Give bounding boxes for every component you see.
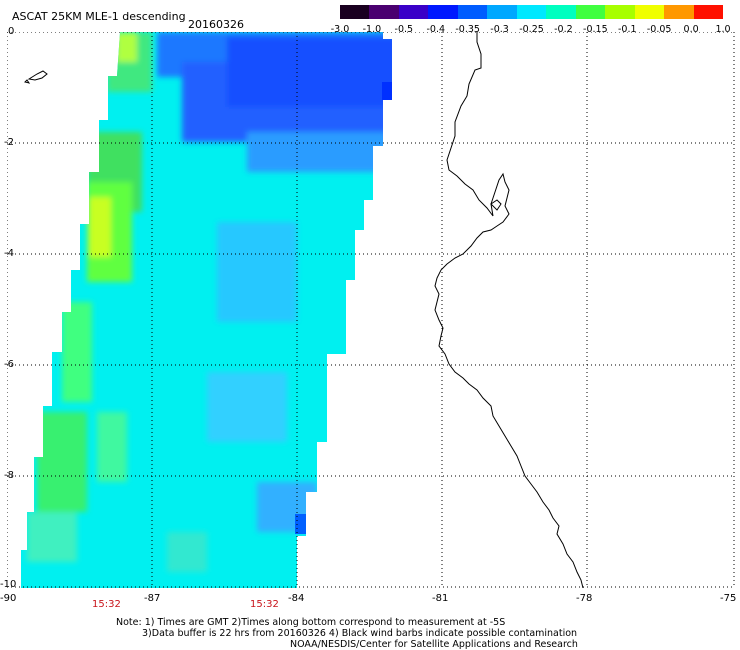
wind-swath	[21, 32, 392, 588]
note-line-3: NOAA/NESDIS/Center for Satellite Applica…	[290, 639, 578, 650]
map-date: 20160326	[188, 18, 244, 31]
color-scale-label-10: -0.05	[646, 24, 672, 35]
color-swatch-2	[398, 5, 429, 19]
color-scale-label-8: -0.15	[583, 24, 608, 35]
color-scale-label-12: 1.0	[715, 24, 731, 35]
color-scale-label-1: -1.0	[362, 24, 382, 35]
color-swatch-12	[693, 5, 724, 19]
lat-tick-3: -6	[4, 359, 14, 370]
color-scale-label-6: -0.25	[519, 24, 544, 35]
time-label-2: 15:32	[250, 599, 279, 610]
color-swatch-1	[369, 5, 399, 19]
color-scale-bar	[340, 5, 724, 19]
lon-tick-4: -78	[576, 593, 593, 604]
color-scale-label-3: -0.4	[426, 24, 446, 35]
color-swatch-8	[575, 5, 606, 19]
lon-tick-2: -84	[288, 593, 305, 604]
note-line-2: 3)Data buffer is 22 hrs from 20160326 4)…	[142, 628, 578, 639]
lat-tick-0: 0	[8, 26, 15, 37]
color-scale-label-11: 0.0	[683, 24, 699, 35]
color-swatch-4	[457, 5, 488, 19]
lat-tick-1: -2	[4, 137, 14, 148]
color-swatch-0	[340, 5, 370, 19]
color-swatch-10	[634, 5, 665, 19]
color-swatch-5	[487, 5, 517, 19]
lat-tick-2: -4	[4, 248, 14, 259]
map-title: ASCAT 25KM MLE-1 descending	[12, 10, 186, 23]
galapagos-island	[24, 70, 48, 84]
color-scale-labels: -3.0 -1.0 -0.5 -0.4 -0.35 -0.3 -0.25 -0.2 -0.15-…	[330, 24, 731, 36]
gulf-island	[490, 199, 502, 211]
note-line-1: Note: 1) Times are GMT 2)Times along bot…	[116, 617, 506, 628]
color-swatch-7	[546, 5, 576, 19]
lat-gridlines	[7, 32, 735, 588]
lon-tick-3: -81	[432, 593, 449, 604]
color-scale-label-2: -0.5	[394, 24, 414, 35]
lon-gridlines	[7, 32, 735, 588]
lat-tick-5: -10	[0, 579, 17, 590]
color-scale-label-0: -3.0	[330, 24, 350, 35]
coastline	[434, 32, 584, 588]
lon-tick-5: -75	[720, 593, 737, 604]
map-panel	[7, 32, 735, 588]
time-label-1: 15:32	[92, 599, 121, 610]
color-scale-label-4: -0.35	[455, 24, 480, 35]
color-swatch-9	[605, 5, 635, 19]
color-scale-label-5: -0.3	[490, 24, 509, 35]
color-scale-label-9: -0.1	[617, 24, 637, 35]
color-swatch-3	[428, 5, 458, 19]
color-scale-label-7: -0.2	[554, 24, 573, 35]
color-swatch-11	[664, 5, 694, 19]
lat-tick-4: -8	[4, 470, 14, 481]
lon-tick-1: -87	[144, 593, 161, 604]
color-swatch-6	[516, 5, 547, 19]
lon-tick-0: -90	[0, 593, 17, 604]
